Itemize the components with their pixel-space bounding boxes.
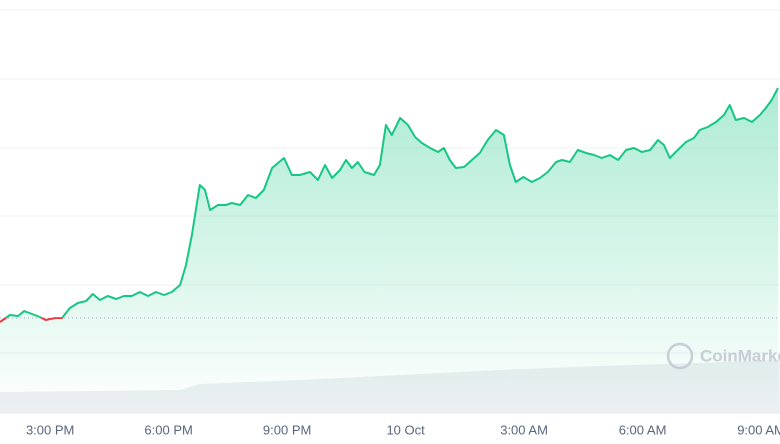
watermark-logo [666, 342, 694, 370]
x-tick-label: 6:00 AM [619, 422, 667, 437]
price-line [0, 87, 779, 323]
x-tick-label: 6:00 PM [144, 422, 192, 437]
area-fill [0, 88, 779, 413]
watermark-text: CoinMarketCap [700, 346, 780, 365]
x-tick-label: 3:00 PM [26, 422, 74, 437]
x-tick-label: 3:00 AM [500, 422, 548, 437]
x-tick-label: 9:00 PM [263, 422, 311, 437]
x-tick-label: 9:00 AM [737, 422, 780, 437]
x-tick-label: 10 Oct [386, 422, 425, 437]
watermark: CoinMarketCap [666, 342, 780, 370]
